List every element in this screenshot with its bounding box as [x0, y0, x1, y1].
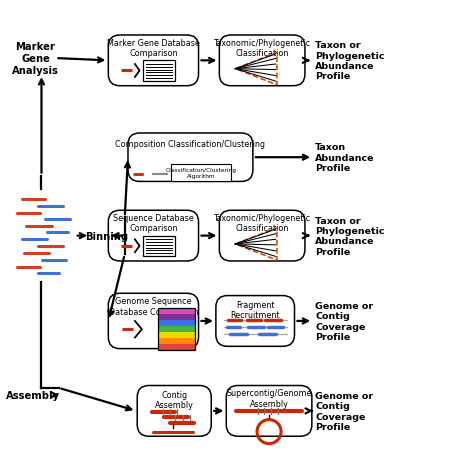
Text: Contig
Assembly: Contig Assembly: [155, 390, 194, 409]
Text: Genome or
Contig
Coverage
Profile: Genome or Contig Coverage Profile: [315, 301, 374, 341]
Bar: [158, 320, 195, 326]
Text: Genome or
Contig
Coverage
Profile: Genome or Contig Coverage Profile: [315, 391, 374, 431]
FancyBboxPatch shape: [128, 134, 253, 182]
Text: Taxon or
Phylogenetic
Abundance
Profile: Taxon or Phylogenetic Abundance Profile: [315, 41, 385, 81]
Text: Sequence Database
Comparison: Sequence Database Comparison: [113, 213, 194, 233]
Text: Binning: Binning: [86, 231, 129, 241]
FancyBboxPatch shape: [219, 211, 305, 262]
Text: Supercontig/Genome
Assembly: Supercontig/Genome Assembly: [226, 388, 312, 408]
FancyBboxPatch shape: [109, 36, 199, 87]
Bar: [143, 61, 175, 81]
Text: Taxonomic/Phylogenetic
Classification: Taxonomic/Phylogenetic Classification: [214, 38, 310, 58]
Bar: [158, 332, 195, 338]
FancyBboxPatch shape: [109, 294, 199, 349]
FancyBboxPatch shape: [216, 296, 294, 347]
Text: Taxonomic/Phylogenetic
Classification: Taxonomic/Phylogenetic Classification: [214, 213, 310, 233]
Text: Composition Classification/Clustering: Composition Classification/Clustering: [116, 139, 265, 149]
Bar: [143, 236, 175, 257]
Text: Marker Gene Database
Comparison: Marker Gene Database Comparison: [107, 38, 200, 58]
Text: Taxon
Abundance
Profile: Taxon Abundance Profile: [315, 143, 375, 173]
FancyBboxPatch shape: [109, 211, 199, 262]
Bar: [158, 314, 195, 320]
Bar: [158, 344, 195, 350]
Text: Classification/Clustering
Algorithm: Classification/Clustering Algorithm: [165, 168, 237, 178]
FancyBboxPatch shape: [219, 36, 305, 87]
Bar: [158, 308, 195, 314]
Bar: [171, 164, 231, 182]
Bar: [158, 338, 195, 344]
Text: Taxon or
Phylogenetic
Abundance
Profile: Taxon or Phylogenetic Abundance Profile: [315, 216, 385, 256]
Bar: [158, 326, 195, 332]
Text: Marker
Gene
Analysis: Marker Gene Analysis: [12, 42, 59, 75]
Bar: [158, 308, 195, 350]
FancyBboxPatch shape: [226, 386, 312, 436]
Text: Assembly: Assembly: [6, 390, 60, 400]
Text: Fragment
Recruitment: Fragment Recruitment: [230, 300, 280, 319]
Text: Genome Sequence
Database Comparison: Genome Sequence Database Comparison: [109, 297, 198, 316]
FancyBboxPatch shape: [137, 386, 211, 436]
